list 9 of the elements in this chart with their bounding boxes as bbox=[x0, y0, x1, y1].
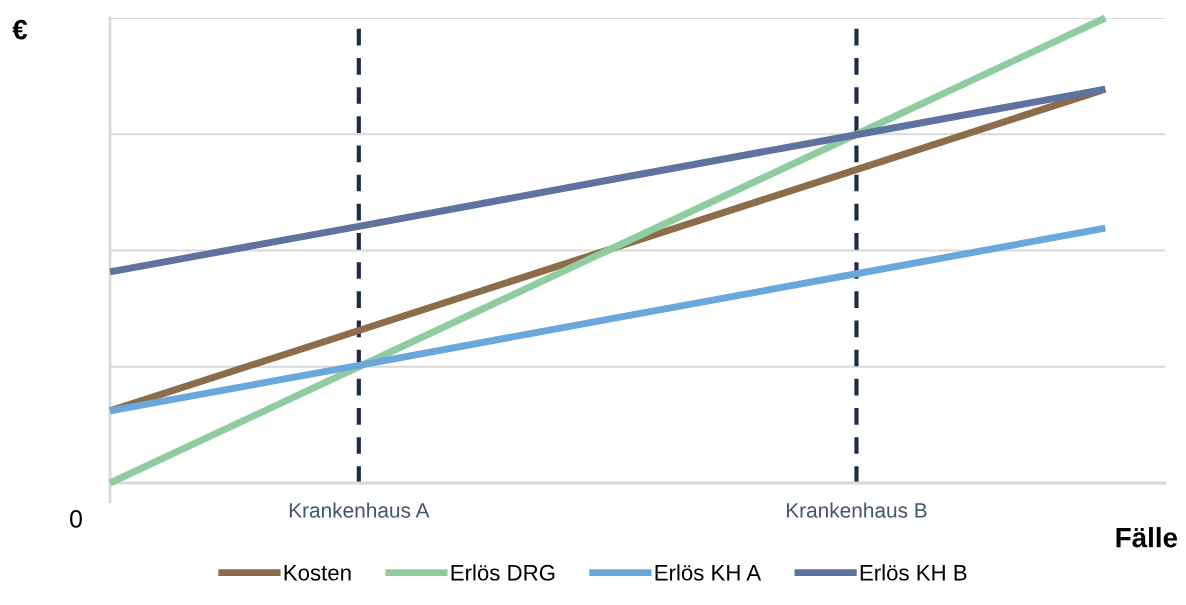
y-axis-title: € bbox=[12, 19, 28, 40]
x-tick-label: Krankenhaus B bbox=[786, 502, 927, 518]
text: 0 bbox=[70, 510, 82, 528]
legend-label: Erlös KH A bbox=[655, 564, 762, 581]
legend-label: Kosten bbox=[284, 565, 351, 581]
legend-label: Erlös DRG bbox=[451, 564, 555, 581]
x-axis-title: Fälle bbox=[1116, 527, 1178, 548]
legend-label: Erlös KH B bbox=[860, 564, 967, 581]
x-tick-label: Krankenhaus A bbox=[289, 502, 430, 518]
